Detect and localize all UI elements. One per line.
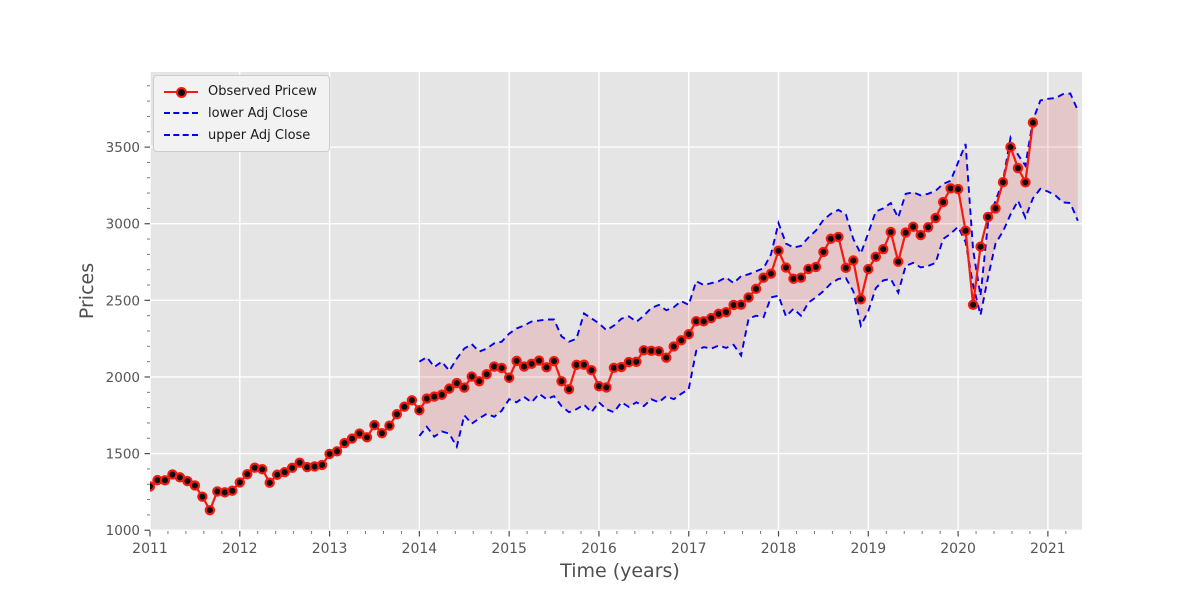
legend-item-observed: Observed Pricew bbox=[164, 83, 317, 100]
svg-text:2011: 2011 bbox=[132, 541, 168, 557]
legend-item-upper: upper Adj Close bbox=[164, 127, 317, 144]
svg-text:2016: 2016 bbox=[581, 541, 617, 557]
blue-dashed-line-icon bbox=[164, 108, 198, 120]
svg-text:2017: 2017 bbox=[671, 541, 707, 557]
svg-text:3500: 3500 bbox=[106, 140, 140, 156]
svg-text:2015: 2015 bbox=[491, 541, 527, 557]
svg-text:2500: 2500 bbox=[106, 293, 140, 309]
svg-text:2018: 2018 bbox=[761, 541, 797, 557]
legend-item-label: Observed Pricew bbox=[208, 84, 318, 99]
svg-text:1000: 1000 bbox=[106, 523, 140, 539]
legend-item-label: lower Adj Close bbox=[208, 106, 308, 121]
y-axis-label: Prices bbox=[76, 262, 98, 320]
svg-text:2020: 2020 bbox=[940, 541, 976, 557]
legend-item-label: upper Adj Close bbox=[208, 128, 311, 143]
svg-text:2000: 2000 bbox=[106, 370, 140, 386]
svg-text:2013: 2013 bbox=[312, 541, 348, 557]
svg-text:2012: 2012 bbox=[222, 541, 258, 557]
svg-text:3000: 3000 bbox=[106, 217, 140, 233]
red-line-marker-icon bbox=[164, 86, 198, 98]
svg-text:1500: 1500 bbox=[106, 447, 140, 463]
svg-text:2021: 2021 bbox=[1030, 541, 1066, 557]
svg-text:2014: 2014 bbox=[402, 541, 438, 557]
x-axis-label: Time (years) bbox=[560, 560, 680, 582]
legend: Observed Pricew lower Adj Close upper Ad… bbox=[153, 75, 331, 152]
legend-item-lower: lower Adj Close bbox=[164, 105, 317, 122]
svg-text:2019: 2019 bbox=[850, 541, 886, 557]
blue-dashed-line-icon bbox=[164, 130, 198, 142]
